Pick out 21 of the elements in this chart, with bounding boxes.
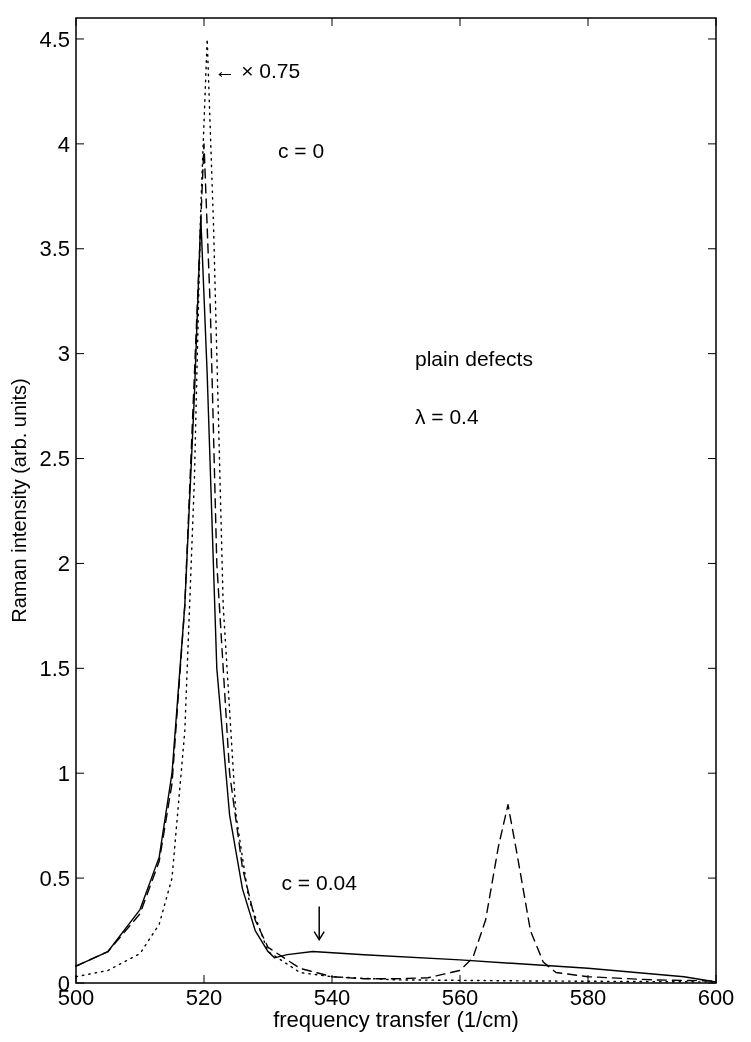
y-tick-label: 1.5 [39,656,70,682]
y-tick-label: 4 [57,131,70,157]
y-tick-label: 4.5 [39,26,70,52]
annotation: c = 0 [278,139,325,162]
x-axis-title: frequency transfer (1/cm) [273,1007,519,1032]
y-tick-label: 1 [57,760,70,786]
y-tick-label: 2 [57,551,70,577]
y-tick-label: 3 [57,341,70,367]
annotation: ← × 0.75 [214,58,301,82]
x-tick-label: 580 [569,985,607,1010]
annotation: plain defects [415,347,533,370]
y-tick-label: 2.5 [39,446,70,472]
y-tick-label: 3.5 [39,236,70,262]
x-tick-label: 520 [185,985,223,1010]
annotation: λ = 0.4 [415,405,479,428]
x-tick-label: 560 [441,985,479,1010]
x-tick-label: 540 [313,985,351,1010]
annotation: c = 0.04 [281,870,358,894]
y-tick-label: 0.5 [39,865,70,891]
x-tick-label: 600 [697,985,735,1010]
y-axis-title: Raman intensity (arb. units) [8,378,30,623]
